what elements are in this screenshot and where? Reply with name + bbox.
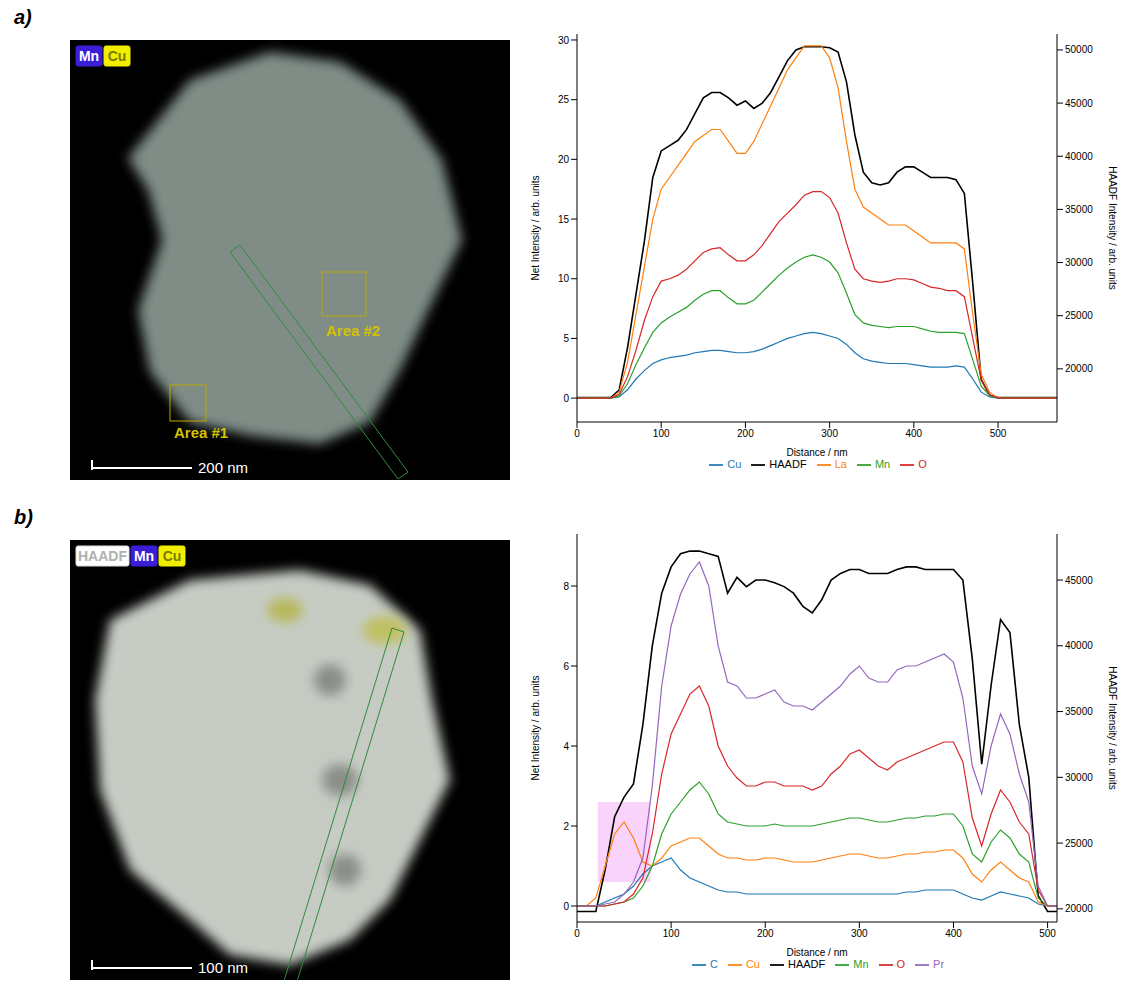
svg-text:0: 0 <box>574 928 580 939</box>
svg-text:0: 0 <box>563 393 569 404</box>
html-text:C: C <box>709 958 718 970</box>
svg-text:40000: 40000 <box>1065 151 1093 162</box>
svg-text:Net Intensity / arb. units: Net Intensity / arb. units <box>530 675 541 780</box>
svg-text:300: 300 <box>851 928 868 939</box>
html-text:HAADF: HAADF <box>787 958 826 970</box>
html-text:Pr: Pr <box>933 958 945 970</box>
svg-text:400: 400 <box>905 428 922 439</box>
svg-text:Net Intensity / arb. units: Net Intensity / arb. units <box>530 175 541 280</box>
svg-text:50000: 50000 <box>1065 44 1093 55</box>
svg-text:Mn: Mn <box>79 48 99 64</box>
html-text:Cu: Cu <box>745 958 760 970</box>
svg-text:Cu: Cu <box>108 48 127 64</box>
svg-text:6: 6 <box>563 661 569 672</box>
svg-text:30: 30 <box>558 35 570 46</box>
html-text:O: O <box>896 958 906 970</box>
html-text:Mn: Mn <box>853 958 869 970</box>
svg-text:Area #2: Area #2 <box>326 322 380 339</box>
svg-text:30000: 30000 <box>1065 257 1093 268</box>
svg-text:Area #1: Area #1 <box>174 424 228 441</box>
svg-text:200: 200 <box>757 928 774 939</box>
svg-text:HAADF: HAADF <box>78 548 127 564</box>
svg-text:0: 0 <box>574 428 580 439</box>
svg-text:35000: 35000 <box>1065 706 1093 717</box>
svg-text:100: 100 <box>663 928 680 939</box>
svg-text:45000: 45000 <box>1065 98 1093 109</box>
html-text:O: O <box>918 458 927 470</box>
svg-text:5: 5 <box>563 333 569 344</box>
html-text:HAADF: HAADF <box>769 458 807 470</box>
svg-text:20: 20 <box>558 154 570 165</box>
svg-text:100: 100 <box>653 428 670 439</box>
svg-text:2: 2 <box>563 821 569 832</box>
svg-text:200: 200 <box>737 428 754 439</box>
svg-text:HAADF Intensity / arb. units: HAADF Intensity / arb. units <box>1107 166 1118 289</box>
svg-text:300: 300 <box>821 428 838 439</box>
svg-text:Cu: Cu <box>163 548 182 564</box>
html-text:Cu: Cu <box>727 458 742 470</box>
svg-text:Distance / nm: Distance / nm <box>786 447 847 458</box>
svg-text:200 nm: 200 nm <box>198 459 248 476</box>
svg-text:Distance / nm: Distance / nm <box>786 947 847 958</box>
svg-text:Mn: Mn <box>134 548 154 564</box>
html-text:Mn: Mn <box>874 458 891 470</box>
svg-text:30000: 30000 <box>1065 772 1093 783</box>
svg-text:20000: 20000 <box>1065 903 1093 914</box>
svg-text:25: 25 <box>558 94 570 105</box>
svg-text:500: 500 <box>1039 928 1056 939</box>
svg-text:HAADF Intensity / arb. units: HAADF Intensity / arb. units <box>1107 666 1118 789</box>
html-text:b): b) <box>14 506 33 528</box>
svg-text:500: 500 <box>990 428 1007 439</box>
svg-text:4: 4 <box>563 741 569 752</box>
html-text:a): a) <box>14 6 32 28</box>
svg-text:40000: 40000 <box>1065 640 1093 651</box>
svg-text:400: 400 <box>945 928 962 939</box>
svg-text:0: 0 <box>563 901 569 912</box>
svg-text:20000: 20000 <box>1065 363 1093 374</box>
svg-text:45000: 45000 <box>1065 575 1093 586</box>
svg-text:8: 8 <box>563 581 569 592</box>
svg-text:15: 15 <box>558 214 570 225</box>
svg-text:35000: 35000 <box>1065 204 1093 215</box>
svg-text:25000: 25000 <box>1065 838 1093 849</box>
html-text:La: La <box>834 458 847 470</box>
svg-text:25000: 25000 <box>1065 310 1093 321</box>
svg-text:10: 10 <box>558 273 570 284</box>
svg-text:100 nm: 100 nm <box>198 959 248 976</box>
